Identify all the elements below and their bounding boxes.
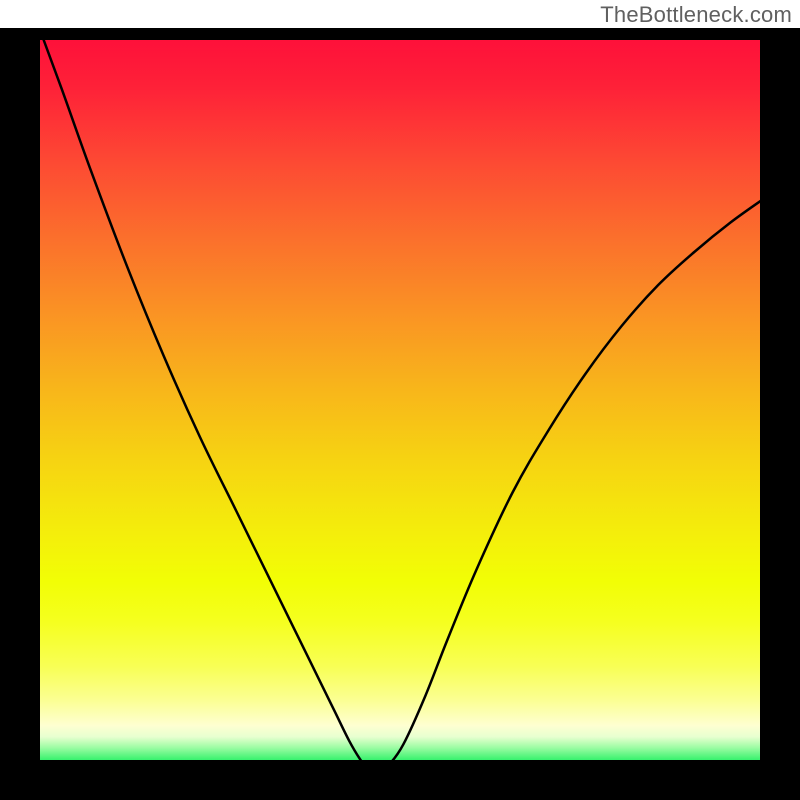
plot-background	[40, 30, 767, 770]
chart-container: TheBottleneck.com	[0, 0, 800, 800]
bottleneck-chart	[0, 0, 800, 800]
watermark-text: TheBottleneck.com	[600, 2, 792, 28]
